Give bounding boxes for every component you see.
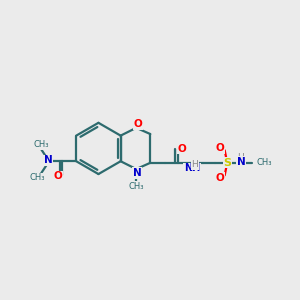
Text: S: S (223, 158, 231, 168)
Text: CH₃: CH₃ (256, 158, 272, 167)
Text: NH: NH (184, 164, 200, 173)
Text: CH₃: CH₃ (128, 182, 144, 191)
Text: O: O (216, 143, 225, 153)
Text: N: N (44, 155, 52, 165)
Text: O: O (53, 171, 62, 181)
Text: O: O (216, 173, 225, 183)
Text: N: N (133, 168, 141, 178)
Text: O: O (134, 119, 142, 129)
Text: CH₃: CH₃ (34, 140, 49, 149)
Text: O: O (178, 144, 186, 154)
Text: N: N (237, 157, 245, 167)
Text: H: H (238, 153, 244, 162)
Text: CH₃: CH₃ (30, 173, 45, 182)
Text: H: H (191, 160, 198, 169)
